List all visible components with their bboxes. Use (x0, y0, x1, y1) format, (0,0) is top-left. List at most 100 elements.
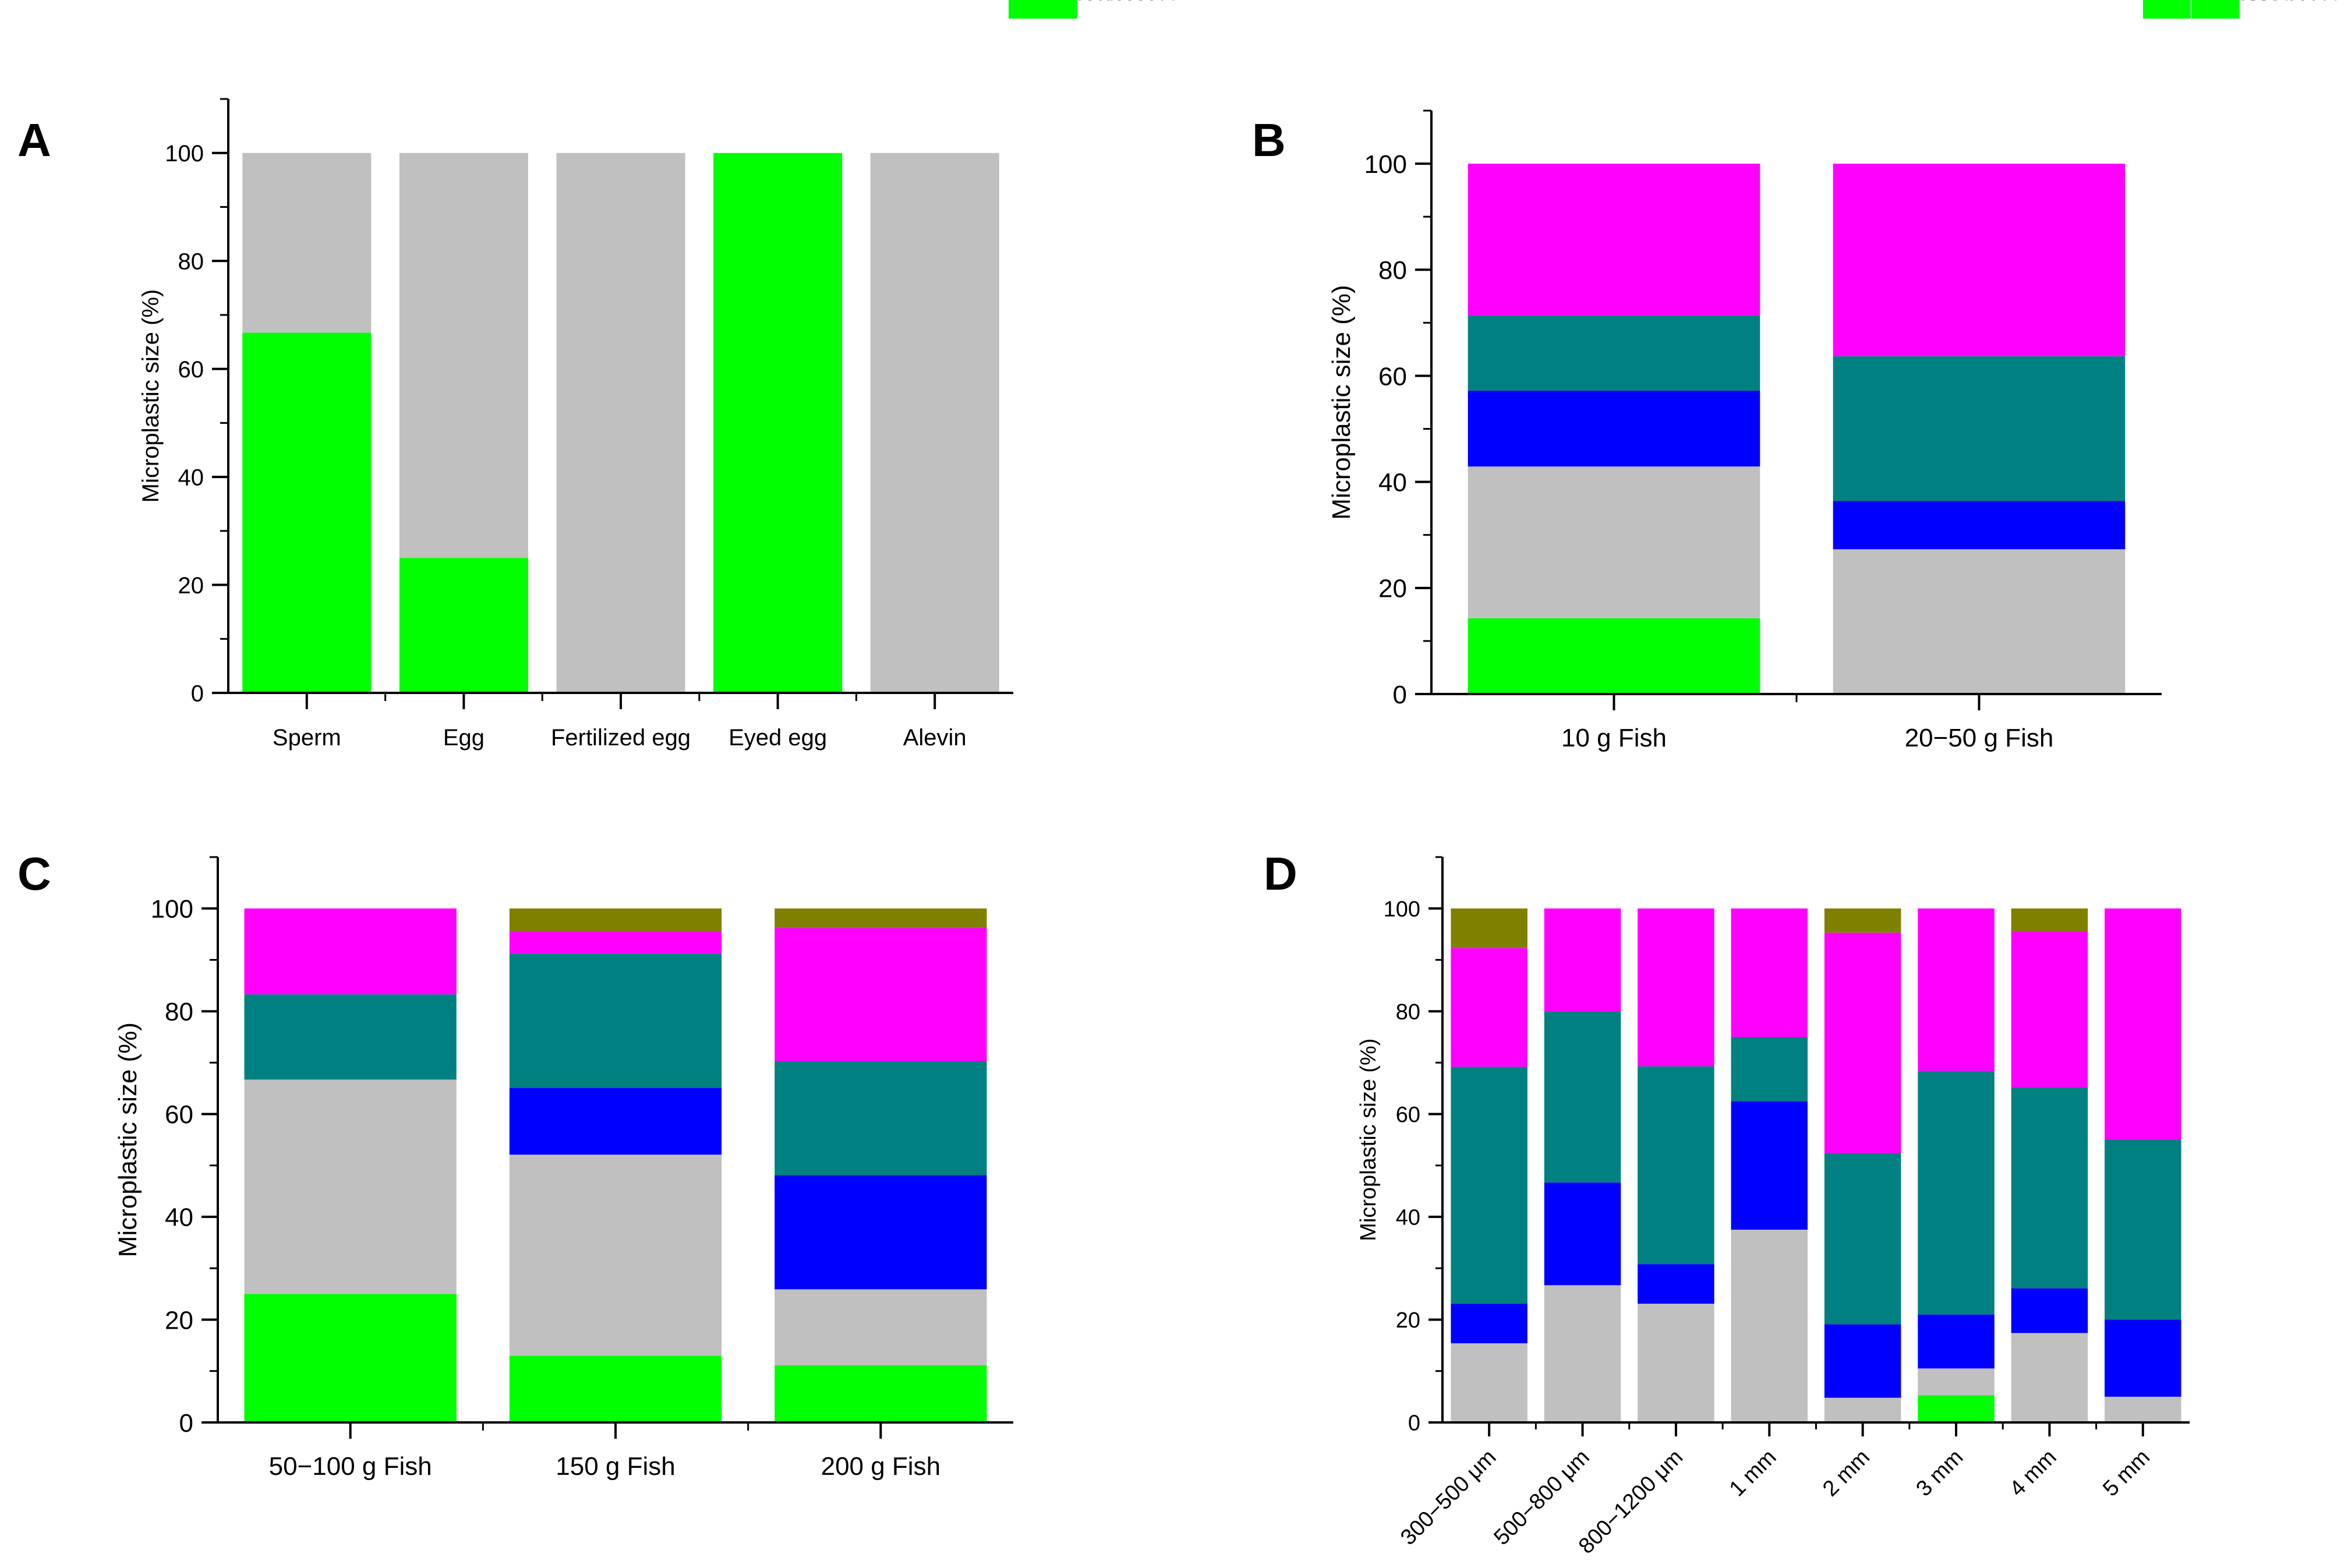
y-tick-label: 80 (1378, 256, 1407, 285)
legend-swatch-50-100 (1030, 0, 1077, 19)
bar-500-800-m-301-500 (1544, 1182, 1621, 1286)
y-tick-label: 0 (191, 681, 204, 706)
legend-label-301-500: 301-500 (1063, 0, 1136, 5)
bar-300-500-m-3001-5000 (1451, 908, 1527, 948)
bar-150-g-fish-501-1000 (509, 953, 722, 1088)
bar-200-g-fish-50-100 (775, 1365, 987, 1422)
bar-fertilized-egg-101-300 (556, 153, 685, 693)
y-tick-label: 60 (165, 1100, 193, 1129)
legend-label-1001-3000: 1001-3000 (1063, 0, 1158, 5)
legend-label-50-100: 50-100 (2247, 0, 2308, 5)
y-axis-title: Microplastic size (%) (1356, 1038, 1381, 1241)
bar-50-100-g-fish-101-300 (244, 1079, 457, 1294)
x-tick-label: 300−500 μm (1396, 1445, 1501, 1550)
panel-c: C 0 20 40 60 80 100 Microplastic size (%) 50−100… (17, 0, 1179, 1481)
x-tick-label: 20−50 g Fish (1905, 724, 2054, 752)
bar-3-mm-301-500 (1918, 1314, 1995, 1369)
x-tick-label: 50−100 g Fish (269, 1452, 432, 1481)
legend-label-3001-5000: 3001-5000 (2247, 0, 2342, 5)
bar-10-g-fish-301-500 (1468, 390, 1760, 467)
y-axis-title: Microplastic size (%) (138, 289, 164, 503)
legend: 3001-50001001-3000501-1000301-500101-300… (1030, 0, 1179, 19)
bar-2-mm-1001-3000 (1824, 932, 1901, 1153)
bar-20-50-g-fish-501-1000 (1833, 356, 2126, 501)
bar-200-g-fish-501-1000 (775, 1061, 987, 1176)
bar-4-mm-1001-3000 (2011, 931, 2088, 1088)
y-tick-label: 100 (1364, 150, 1407, 179)
bar-2-mm-301-500 (1824, 1324, 1901, 1398)
bar-2-mm-3001-5000 (1824, 908, 1901, 933)
legend-label-101-300: 101-300 (1084, 0, 1157, 5)
bar-10-g-fish-101-300 (1468, 466, 1760, 618)
bar-800-1200-m-101-300 (1638, 1304, 1714, 1422)
panel-letter: A (17, 114, 51, 166)
x-tick-label: 2 mm (1818, 1445, 1875, 1502)
bar-20-50-g-fish-1001-3000 (1833, 164, 2126, 356)
x-tick-label: 500−800 μm (1490, 1445, 1594, 1550)
bar-eyed-egg-50-100 (713, 153, 843, 693)
x-tick-label: 4 mm (2005, 1445, 2061, 1502)
x-tick-label: 150 g Fish (556, 1452, 675, 1481)
y-tick-label: 0 (179, 1409, 193, 1438)
bar-4-mm-3001-5000 (2011, 908, 2088, 932)
bar-3-mm-501-1000 (1918, 1071, 1995, 1315)
legend-label-1001-3000: 1001-3000 (2247, 0, 2342, 5)
legend-label-1001-3000: 1001-3000 (1084, 0, 1179, 5)
bar-20-50-g-fish-101-300 (1833, 549, 2126, 694)
legend-label-301-500: 301-500 (2247, 0, 2319, 5)
y-tick-label: 0 (1408, 1411, 1420, 1436)
x-tick-label: 1 mm (1725, 1445, 1781, 1502)
y-tick-label: 60 (1378, 362, 1407, 391)
y-axis-title: Microplastic size (%) (1327, 285, 1356, 519)
bar-200-g-fish-1001-3000 (775, 928, 987, 1061)
legend-label-50-100: 50-100 (1084, 0, 1146, 5)
bar-500-800-m-501-1000 (1544, 1011, 1621, 1183)
x-tick-label: Fertilized egg (551, 725, 691, 751)
panel-letter: B (1252, 114, 1286, 166)
x-tick-label: 10 g Fish (1561, 724, 1667, 752)
legend-label-3001-5000: 3001-5000 (1084, 0, 1179, 5)
bar-5-mm-101-300 (2105, 1396, 2181, 1422)
bar-egg-50-100 (399, 558, 528, 693)
y-tick-label: 80 (178, 249, 204, 275)
y-tick-label: 80 (165, 998, 193, 1027)
bar-10-g-fish-501-1000 (1468, 315, 1760, 391)
bar-5-mm-1001-3000 (2105, 908, 2181, 1140)
bar-1-mm-101-300 (1731, 1229, 1808, 1422)
y-tick-label: 60 (1396, 1103, 1420, 1127)
bar-2-mm-101-300 (1824, 1397, 1901, 1422)
bar-300-500-m-501-1000 (1451, 1067, 1527, 1304)
y-tick-label: 100 (151, 895, 193, 923)
panel-b: B 0 20 40 60 80 100 Microplastic size (%) 10 g F… (1252, 0, 2293, 752)
bar-4-mm-301-500 (2011, 1288, 2088, 1333)
x-tick-label: Eyed egg (729, 725, 827, 751)
legend-label-3001-5000: 3001-5000 (2198, 0, 2293, 5)
panel-d: D 0 20 40 60 80 100 Microplastic size (%) 300−50… (1264, 0, 2342, 1559)
bar-3-mm-1001-3000 (1918, 908, 1995, 1071)
bar-1-mm-1001-3000 (1731, 908, 1808, 1037)
y-tick-label: 20 (178, 573, 204, 599)
bar-50-100-g-fish-1001-3000 (244, 908, 457, 994)
bar-200-g-fish-3001-5000 (775, 908, 987, 928)
legend-label-101-300: 101-300 (1063, 0, 1136, 5)
x-tick-label: Egg (443, 725, 485, 751)
bar-200-g-fish-301-500 (775, 1175, 987, 1290)
panel-letter: C (17, 848, 51, 900)
legend-label-301-500: 301-500 (1084, 0, 1157, 5)
panel-a: A 0 20 40 60 80 100 Microplastic size (%) Sperm E… (17, 0, 1158, 751)
bar-5-mm-501-1000 (2105, 1139, 2181, 1320)
bar-egg-101-300 (399, 153, 528, 558)
legend-label-1001-3000: 1001-3000 (2198, 0, 2293, 5)
y-tick-label: 40 (165, 1204, 193, 1232)
x-tick-label: Alevin (903, 725, 967, 751)
legend-swatch-50-100 (2143, 0, 2191, 19)
bar-50-100-g-fish-501-1000 (244, 994, 457, 1080)
bar-alevin-101-300 (870, 153, 999, 693)
bar-150-g-fish-1001-3000 (509, 931, 722, 954)
legend: 3001-50001001-3000501-1000301-500101-300… (2192, 0, 2342, 19)
bar-20-50-g-fish-301-500 (1833, 501, 2126, 550)
bar-800-1200-m-1001-3000 (1638, 908, 1714, 1067)
y-tick-label: 100 (165, 141, 204, 167)
legend-label-3001-5000: 3001-5000 (1063, 0, 1158, 5)
x-tick-label: 5 mm (2098, 1445, 2155, 1502)
